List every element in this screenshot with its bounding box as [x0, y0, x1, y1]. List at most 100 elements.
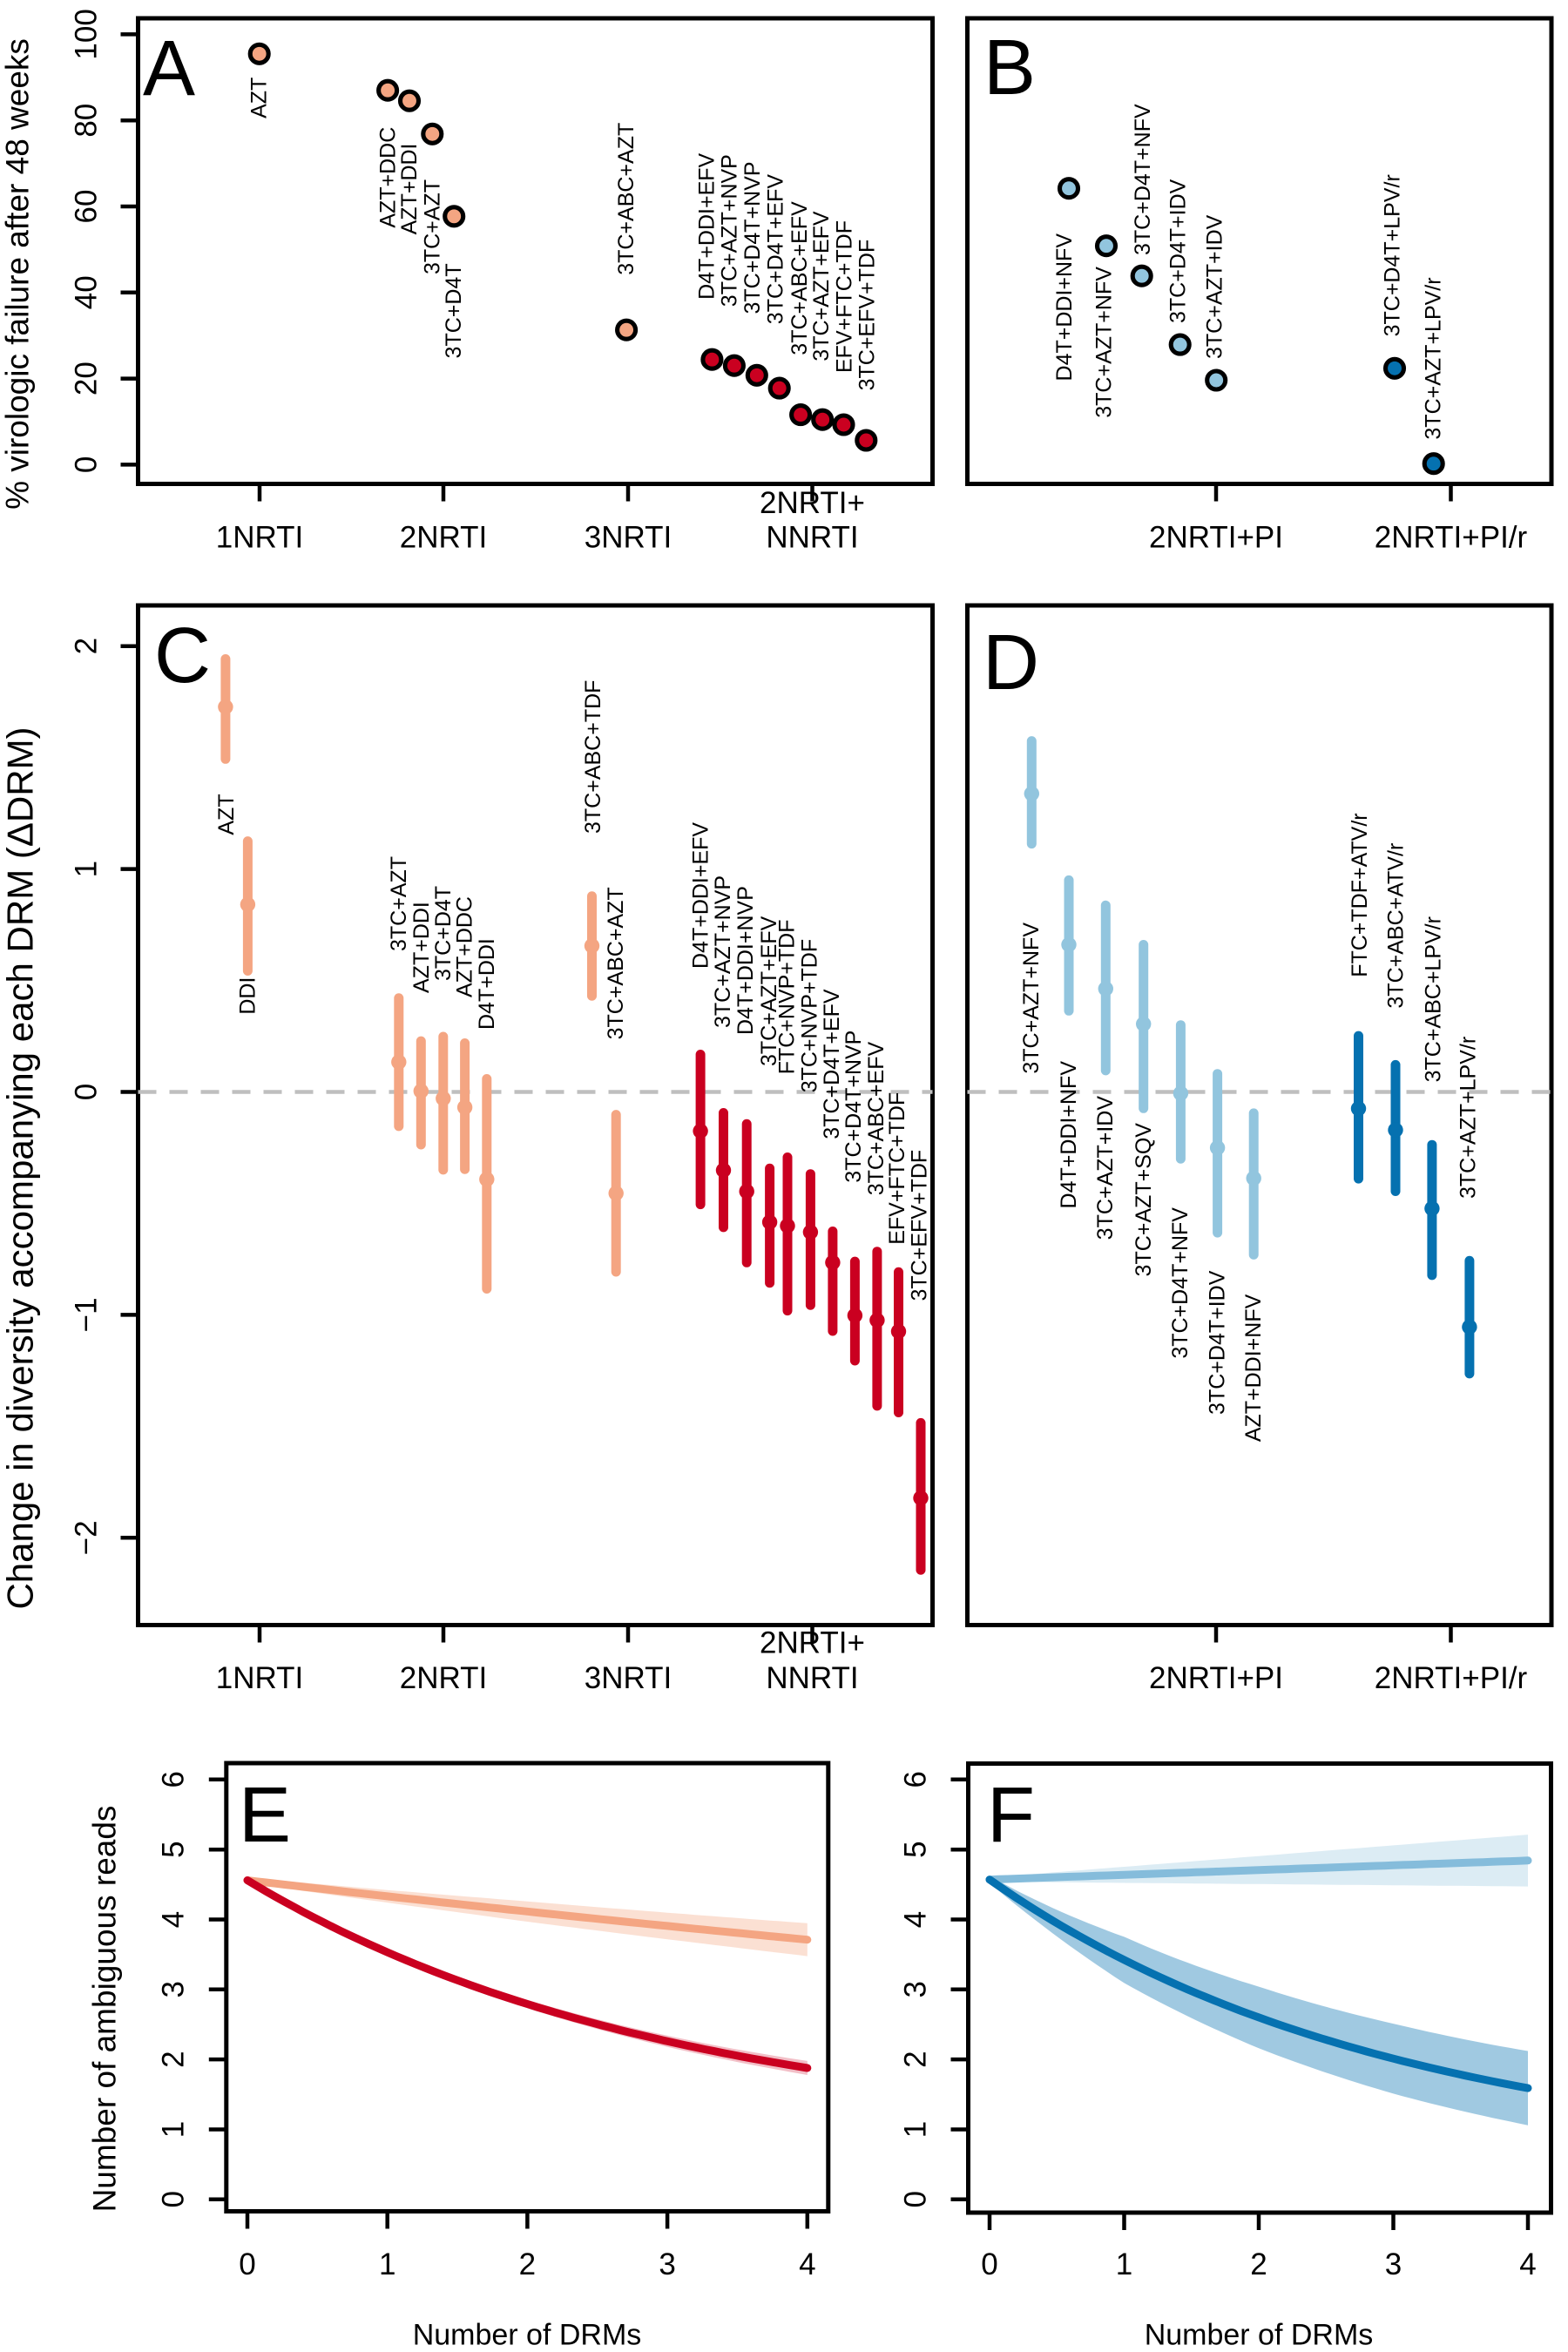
svg-text:3TC+AZT+NVP: 3TC+AZT+NVP	[711, 875, 735, 1028]
svg-text:3TC+AZT+LPV/r: 3TC+AZT+LPV/r	[1422, 277, 1446, 439]
svg-text:FTC+TDF+ATV/r: FTC+TDF+ATV/r	[1348, 813, 1372, 977]
svg-text:3TC+ABC+TDF: 3TC+ABC+TDF	[581, 680, 605, 834]
svg-text:2: 2	[70, 638, 104, 654]
svg-text:3TC+AZT+EFV: 3TC+AZT+EFV	[809, 211, 834, 362]
svg-text:AZT+DDC: AZT+DDC	[375, 127, 400, 228]
svg-text:3TC+D4T+IDV: 3TC+D4T+IDV	[1166, 179, 1191, 323]
svg-text:3TC+D4T+NFV: 3TC+D4T+NFV	[1131, 104, 1155, 255]
svg-text:0: 0	[899, 2191, 933, 2207]
svg-text:−2: −2	[70, 1520, 104, 1555]
svg-text:5: 5	[157, 1841, 191, 1857]
svg-text:D4T+DDI+NVP: D4T+DDI+NVP	[733, 886, 758, 1035]
svg-text:60: 60	[70, 190, 104, 224]
svg-text:6: 6	[157, 1771, 191, 1788]
svg-text:0: 0	[70, 456, 104, 473]
svg-text:3: 3	[157, 1981, 191, 1997]
svg-text:3TC+ABC+AZT: 3TC+ABC+AZT	[614, 123, 639, 275]
svg-text:1: 1	[157, 2121, 191, 2138]
svg-text:2NRTI: 2NRTI	[400, 1661, 488, 1695]
svg-text:1: 1	[1116, 2247, 1132, 2281]
svg-text:100: 100	[70, 9, 104, 59]
svg-text:2NRTI+: 2NRTI+	[760, 1626, 865, 1660]
svg-text:3TC+D4T+NFV: 3TC+D4T+NFV	[1168, 1207, 1193, 1359]
svg-text:3TC+ABC+AZT: 3TC+ABC+AZT	[604, 887, 628, 1039]
svg-text:2NRTI+PI/r: 2NRTI+PI/r	[1375, 1661, 1528, 1695]
svg-text:1: 1	[899, 2121, 933, 2138]
svg-text:D4T+DDI+EFV: D4T+DDI+EFV	[689, 822, 713, 969]
svg-text:3TC+EFV+TDF: 3TC+EFV+TDF	[855, 240, 880, 391]
svg-text:D4T+DDI+NFV: D4T+DDI+NFV	[1052, 233, 1077, 382]
svg-text:80: 80	[70, 104, 104, 138]
svg-text:3NRTI: 3NRTI	[585, 1661, 672, 1695]
svg-text:NNRTI: NNRTI	[766, 521, 858, 555]
svg-text:B: B	[983, 24, 1036, 112]
svg-text:2: 2	[1250, 2247, 1267, 2281]
svg-text:3TC+AZT+NVP: 3TC+AZT+NVP	[717, 154, 741, 307]
svg-text:3TC+D4T+EFV: 3TC+D4T+EFV	[820, 989, 844, 1139]
svg-text:3TC+AZT+NFV: 3TC+AZT+NFV	[1019, 923, 1044, 1074]
svg-text:3: 3	[1385, 2247, 1402, 2281]
svg-text:1: 1	[379, 2247, 395, 2281]
svg-text:0: 0	[157, 2191, 191, 2207]
svg-text:3TC+ABC+EFV: 3TC+ABC+EFV	[864, 1042, 889, 1196]
svg-text:3TC+ABC+LPV/r: 3TC+ABC+LPV/r	[1422, 916, 1446, 1082]
svg-text:3TC+AZT+IDV: 3TC+AZT+IDV	[1203, 214, 1227, 359]
svg-text:3TC+D4T+NVP: 3TC+D4T+NVP	[841, 1031, 866, 1183]
svg-text:3TC+D4T+EFV: 3TC+D4T+EFV	[764, 174, 788, 325]
svg-text:3TC+AZT+SQV: 3TC+AZT+SQV	[1132, 1123, 1156, 1277]
svg-text:3TC+D4T+LPV/r: 3TC+D4T+LPV/r	[1381, 174, 1405, 336]
svg-text:EFV+FTC+TDF: EFV+FTC+TDF	[833, 220, 857, 373]
svg-text:AZT+DDI: AZT+DDI	[409, 902, 434, 993]
svg-text:3TC+ABC+ATV/r: 3TC+ABC+ATV/r	[1384, 843, 1409, 1009]
svg-text:Change in diversity accompanyi: Change in diversity accompanying each DR…	[0, 727, 41, 1609]
svg-text:1NRTI: 1NRTI	[216, 521, 304, 555]
svg-text:0: 0	[239, 2247, 255, 2281]
svg-text:Number of DRMs: Number of DRMs	[1145, 2319, 1374, 2352]
svg-text:4: 4	[899, 1911, 933, 1928]
svg-text:E: E	[239, 1772, 291, 1859]
svg-text:3NRTI: 3NRTI	[585, 521, 672, 555]
svg-text:2NRTI+PI: 2NRTI+PI	[1149, 521, 1283, 555]
svg-text:5: 5	[899, 1841, 933, 1857]
svg-text:0: 0	[981, 2247, 997, 2281]
svg-text:AZT+DDI: AZT+DDI	[397, 144, 422, 235]
svg-text:2NRTI+PI/r: 2NRTI+PI/r	[1375, 521, 1528, 555]
svg-text:6: 6	[899, 1771, 933, 1788]
svg-text:1NRTI: 1NRTI	[216, 1661, 304, 1695]
svg-text:3TC+NVP+TDF: 3TC+NVP+TDF	[798, 939, 822, 1092]
svg-text:2NRTI+: 2NRTI+	[760, 486, 865, 520]
svg-text:AZT: AZT	[247, 78, 272, 118]
svg-text:40: 40	[70, 275, 104, 309]
svg-text:3TC+D4T+NVP: 3TC+D4T+NVP	[740, 161, 765, 314]
svg-text:2: 2	[157, 2051, 191, 2067]
svg-text:3TC+ABC+EFV: 3TC+ABC+EFV	[787, 201, 812, 355]
svg-text:2: 2	[899, 2051, 933, 2067]
svg-text:3TC+D4T: 3TC+D4T	[442, 263, 466, 358]
svg-text:4: 4	[1519, 2247, 1536, 2281]
svg-text:3TC+AZT+NFV: 3TC+AZT+NFV	[1092, 267, 1117, 418]
svg-text:D4T+DDI+NFV: D4T+DDI+NFV	[1057, 1061, 1081, 1209]
svg-text:3TC+D4T+IDV: 3TC+D4T+IDV	[1206, 1270, 1230, 1415]
svg-text:2: 2	[519, 2247, 536, 2281]
svg-text:20: 20	[70, 362, 104, 395]
svg-text:AZT: AZT	[214, 794, 239, 835]
svg-text:Number of ambiguous reads: Number of ambiguous reads	[87, 1806, 123, 2213]
svg-text:EFV+FTC+TDF: EFV+FTC+TDF	[885, 1092, 909, 1245]
svg-text:F: F	[987, 1772, 1035, 1859]
svg-text:3TC+AZT+EFV: 3TC+AZT+EFV	[757, 916, 781, 1066]
svg-text:D4T+DDI+EFV: D4T+DDI+EFV	[694, 152, 719, 299]
svg-text:3TC+EFV+TDF: 3TC+EFV+TDF	[908, 1150, 932, 1301]
svg-text:2NRTI: 2NRTI	[400, 521, 488, 555]
svg-text:AZT+DDI+NFV: AZT+DDI+NFV	[1241, 1294, 1266, 1442]
svg-text:0: 0	[70, 1084, 104, 1100]
svg-text:3TC+D4T: 3TC+D4T	[431, 886, 456, 981]
svg-text:% virologic failure after 48 w: % virologic failure after 48 weeks	[0, 38, 36, 510]
svg-text:AZT+DDC: AZT+DDC	[453, 896, 477, 997]
svg-text:4: 4	[799, 2247, 815, 2281]
svg-text:3TC+AZT: 3TC+AZT	[420, 179, 444, 274]
svg-text:DDI: DDI	[235, 977, 260, 1015]
svg-text:−1: −1	[70, 1297, 104, 1332]
svg-text:3: 3	[899, 1981, 933, 1997]
svg-text:3TC+AZT+IDV: 3TC+AZT+IDV	[1093, 1096, 1118, 1240]
svg-text:FTC+NVP+TDF: FTC+NVP+TDF	[775, 920, 800, 1075]
